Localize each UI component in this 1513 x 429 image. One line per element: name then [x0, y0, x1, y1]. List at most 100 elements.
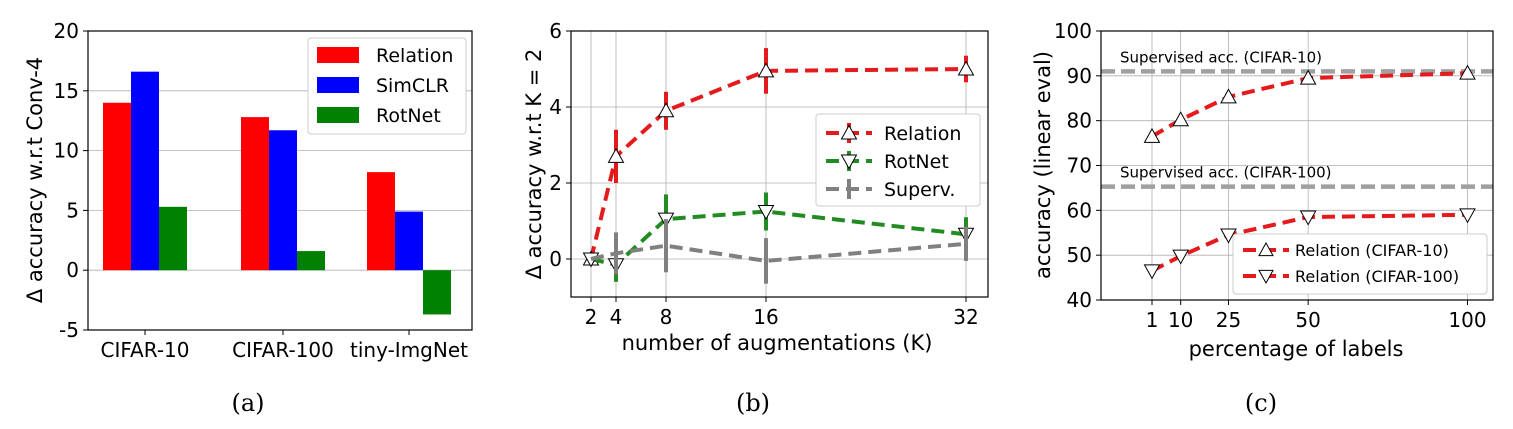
panel-c-xtick-label: 50 — [1295, 308, 1320, 332]
panel-c-marker — [1220, 88, 1237, 104]
panel-b-marker — [607, 147, 625, 163]
panel-b-xtick-label: 16 — [753, 305, 778, 329]
panel-b-series — [582, 48, 975, 284]
panel-b-xtick-label: 4 — [610, 305, 623, 329]
panel-a-legend-label: Relation — [376, 45, 453, 67]
panel-c-marker — [1172, 249, 1190, 265]
panel-b-marker — [757, 205, 775, 221]
panel-b-ylabel: Δ accuracy w.r.t K = 2 — [522, 49, 546, 280]
panel-c-xtick-label: 10 — [1168, 308, 1193, 332]
panel-a-bar — [159, 206, 187, 271]
panel-c-xtick-label: 100 — [1448, 308, 1486, 332]
panel-c-legend-box — [1232, 233, 1488, 295]
panel-c-ytick-label: 80 — [1067, 109, 1092, 133]
panel-a-bar — [367, 172, 395, 271]
panel-a-legend: Relation SimCLR RotNet — [307, 37, 467, 135]
panel-a-legend-label: SimCLR — [376, 75, 449, 97]
panel-b-ytick-label: 0 — [549, 247, 562, 271]
panel-a-frame — [87, 30, 473, 331]
panel-a-ytick-label: 10 — [54, 139, 79, 163]
panel-c-legend: Relation (CIFAR-10) Relation (CIFAR-100) — [1232, 233, 1488, 295]
panel-c-ytick-label: 40 — [1067, 288, 1092, 312]
panel-c-reference-label: Supervised acc. (CIFAR-100) — [1120, 164, 1332, 182]
panel-a-xtick-label: tiny-ImgNet — [350, 338, 468, 362]
panel-c-legend-label: Relation (CIFAR-100) — [1295, 267, 1459, 286]
panel-c-marker — [1299, 210, 1317, 226]
panel-b-marker — [657, 102, 675, 118]
panel-c-marker — [1459, 64, 1476, 80]
panel-a-bar — [269, 130, 297, 271]
panel-a-bar — [131, 71, 159, 271]
panel-c-ytick-label: 90 — [1067, 64, 1092, 88]
panel-a-ytick-label: 15 — [54, 79, 79, 103]
panel-b-legend-label: Superv. — [884, 179, 955, 201]
panel-b-frame — [570, 30, 989, 298]
panel-c-marker — [1143, 127, 1161, 143]
panel-a-bar — [423, 270, 451, 315]
panel-a-bar — [241, 117, 269, 271]
panel-a-xtick-label: CIFAR-10 — [101, 338, 190, 362]
panel-b-xtick-label: 8 — [660, 305, 673, 329]
panel-c-reference-label: Supervised acc. (CIFAR-10) — [1120, 48, 1322, 66]
panel-a-ytick-label: 0 — [66, 258, 79, 282]
panel-a-bar — [297, 251, 325, 271]
panel-a-ytick-label: 20 — [54, 19, 79, 43]
panel-c-ylabel: accuracy (linear eval) — [1031, 51, 1055, 279]
panel-a-ytick-label: -5 — [59, 318, 79, 342]
panel-b-legend-label: RotNet — [884, 151, 949, 173]
panel-a-ytick-label: 5 — [66, 198, 79, 222]
panel-a-ylabel: Δ accuracy w.r.t Conv-4 — [23, 57, 47, 303]
panel-c-xtick-label: 1 — [1146, 308, 1159, 332]
panel-c-legend-marker — [1258, 269, 1274, 285]
panel-c-legend-marker — [1258, 241, 1274, 257]
panel-b-series-line — [590, 241, 967, 263]
panel-b-legend: Relation RotNet Superv. — [815, 113, 981, 207]
panel-a-xtick-label: CIFAR-100 — [232, 338, 334, 362]
panel-a: -5 0 5 10 15 20 CIFAR-10 CIFAR-100 tiny-ImgNet Δ… — [23, 19, 473, 417]
panel-b-ytick-label: 4 — [549, 95, 562, 119]
panel-c-ytick-label: 50 — [1067, 243, 1092, 267]
panel-b-ytick-label: 2 — [549, 171, 562, 195]
panel-a-bar — [103, 102, 131, 271]
panel-a-bars — [103, 71, 451, 315]
panel-b-legend-marker — [840, 154, 858, 170]
panel-c-marker — [1299, 69, 1317, 85]
panel-b-xtick-label: 32 — [953, 305, 978, 329]
panel-b-legend-marker — [840, 124, 858, 140]
panel-b-marker — [757, 62, 775, 78]
panel-c-ytick-label: 60 — [1067, 198, 1092, 222]
panel-b-legend-box — [815, 113, 981, 207]
panel-a-ticks: -5 0 5 10 15 20 CIFAR-10 CIFAR-100 tiny-ImgNet — [54, 19, 469, 362]
panel-a-legend-label: RotNet — [376, 105, 441, 127]
panel-c-ytick-label: 70 — [1067, 154, 1092, 178]
caption-c: (c) — [1245, 389, 1277, 417]
panel-b-series-line — [589, 67, 967, 260]
panel-a-legend-swatch — [317, 77, 359, 93]
panel-b-marker — [957, 60, 975, 76]
panel-c-marker — [1220, 228, 1237, 244]
panel-c-reference-lines: Supervised acc. (CIFAR-10) Supervised acc… — [1101, 48, 1493, 189]
panel-a-bar — [395, 211, 423, 271]
panel-b-xlabel: number of augmentations (K) — [622, 331, 933, 355]
panel-c-series — [1143, 64, 1476, 280]
panel-c-marker — [1143, 264, 1161, 280]
panel-a-legend-swatch — [317, 107, 359, 123]
panel-b-legend-label: Relation — [884, 123, 961, 145]
panel-a-legend-swatch — [317, 47, 359, 63]
panel-b-series-line — [590, 209, 967, 267]
panel-c-xlabel: percentage of labels — [1189, 337, 1404, 361]
caption-b: (b) — [736, 389, 770, 417]
panel-c-marker — [1459, 208, 1476, 224]
panel-c-xtick-label: 25 — [1216, 308, 1241, 332]
caption-a: (a) — [231, 389, 264, 417]
panel-c-ytick-label: 100 — [1054, 19, 1092, 43]
panel-c-marker — [1172, 111, 1190, 127]
panel-b-xtick-label: 2 — [585, 305, 598, 329]
panel-c: Supervised acc. (CIFAR-10) Supervised acc… — [1031, 19, 1494, 417]
panel-c-legend-label: Relation (CIFAR-10) — [1295, 241, 1449, 260]
panel-b-ytick-label: 6 — [549, 19, 562, 43]
